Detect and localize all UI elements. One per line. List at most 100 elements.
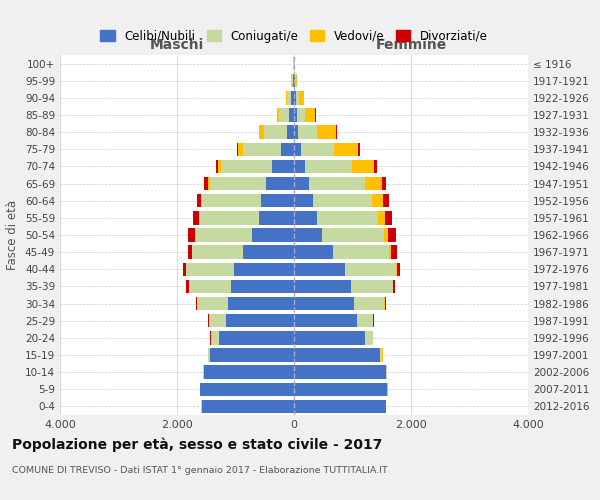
Bar [333,246,389,259]
Bar [334,142,358,156]
Bar [221,160,272,173]
Bar [208,177,210,190]
Bar [291,74,293,88]
Bar [397,262,400,276]
Bar [380,348,382,362]
Bar [335,126,337,139]
Bar [188,228,195,241]
Bar [201,194,202,207]
Legend: Celibi/Nubili, Coniugati/e, Vedovi/e, Divorziati/e: Celibi/Nubili, Coniugati/e, Vedovi/e, Di… [95,25,493,48]
Bar [238,142,242,156]
Bar [373,194,383,207]
Bar [294,297,353,310]
Bar [202,194,261,207]
Bar [189,280,232,293]
Bar [216,160,218,173]
Bar [226,314,294,328]
Bar [358,142,361,156]
Bar [280,108,289,122]
Bar [365,331,373,344]
Bar [192,246,243,259]
Bar [295,74,296,88]
Bar [394,280,395,293]
Bar [294,400,386,413]
Bar [242,142,281,156]
Bar [356,314,373,328]
Bar [211,331,218,344]
Bar [232,280,294,293]
Bar [204,366,294,379]
Bar [188,246,192,259]
Bar [218,160,221,173]
Text: Maschi: Maschi [150,38,204,52]
Bar [294,228,322,241]
Bar [396,262,397,276]
Bar [317,126,335,139]
Bar [277,108,280,122]
Bar [309,177,365,190]
Bar [301,142,334,156]
Bar [345,262,396,276]
Bar [281,142,294,156]
Bar [199,211,200,224]
Bar [287,126,294,139]
Text: Popolazione per età, sesso e stato civile - 2017: Popolazione per età, sesso e stato civil… [12,438,382,452]
Bar [203,366,204,379]
Bar [294,382,387,396]
Bar [294,331,365,344]
Bar [382,177,386,190]
Bar [259,126,263,139]
Bar [196,228,252,241]
Bar [294,211,317,224]
Bar [183,262,186,276]
Bar [374,160,377,173]
Bar [200,211,259,224]
Bar [252,228,294,241]
Bar [365,177,382,190]
Bar [294,108,297,122]
Bar [294,246,333,259]
Bar [378,211,385,224]
Bar [297,108,305,122]
Bar [294,177,309,190]
Bar [389,246,391,259]
Bar [211,348,294,362]
Bar [322,228,384,241]
Bar [266,177,294,190]
Bar [294,74,295,88]
Bar [294,262,345,276]
Bar [305,160,352,173]
Y-axis label: Anni di nascita: Anni di nascita [596,192,600,278]
Bar [200,382,294,396]
Bar [209,314,226,328]
Bar [237,142,238,156]
Text: Femmine: Femmine [376,38,446,52]
Bar [391,246,397,259]
Bar [294,314,356,328]
Bar [385,297,386,310]
Bar [317,211,378,224]
Bar [197,297,228,310]
Bar [196,297,197,310]
Bar [187,262,235,276]
Bar [202,400,294,413]
Bar [292,91,294,104]
Bar [205,177,208,190]
Bar [294,194,313,207]
Bar [294,91,296,104]
Bar [384,228,388,241]
Bar [296,74,298,88]
Bar [243,246,294,259]
Bar [261,194,294,207]
Bar [197,194,201,207]
Bar [287,91,292,104]
Bar [286,91,287,104]
Bar [187,280,189,293]
Bar [218,331,294,344]
Bar [263,126,287,139]
Bar [296,91,299,104]
Bar [294,160,305,173]
Bar [294,142,301,156]
Bar [228,297,294,310]
Bar [259,211,294,224]
